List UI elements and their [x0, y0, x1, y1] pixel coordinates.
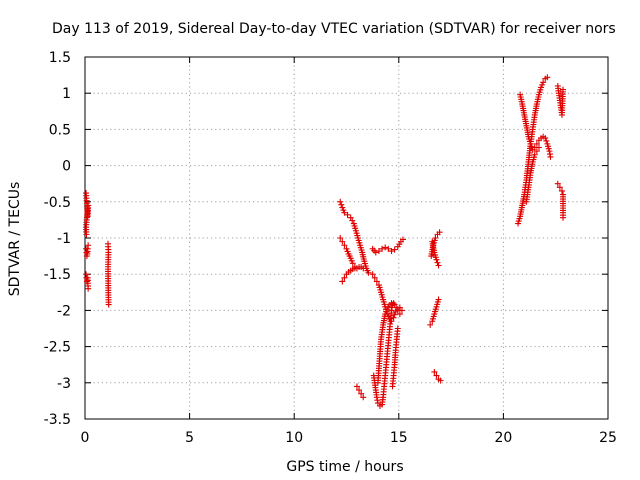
data-point — [427, 321, 434, 328]
data-point — [337, 198, 344, 205]
y-axis-label: SDTVAR / TECUs — [7, 182, 23, 297]
data-point — [560, 86, 567, 93]
x-tick-label: 25 — [599, 430, 617, 446]
data-point — [554, 180, 561, 187]
data-point — [360, 394, 367, 401]
y-tick-label: -3 — [57, 376, 71, 392]
y-tick-label: -3.5 — [44, 412, 71, 428]
x-tick-label: 5 — [185, 430, 194, 446]
x-tick-label: 10 — [285, 430, 303, 446]
y-tick-label: -1 — [57, 231, 71, 247]
data-point — [535, 144, 542, 151]
data-point — [437, 377, 444, 384]
y-tick-label: -0.5 — [44, 195, 71, 211]
data-point — [547, 153, 554, 160]
y-tick-label: -1.5 — [44, 267, 71, 283]
data-point — [375, 248, 382, 255]
data-point — [371, 274, 378, 281]
data-point — [394, 325, 401, 332]
data-point — [436, 229, 443, 236]
data-point — [388, 248, 395, 255]
data-point — [373, 278, 380, 285]
data-point — [83, 231, 90, 238]
data-point — [337, 235, 344, 241]
data-point — [339, 238, 346, 245]
data-point — [433, 256, 440, 263]
data-point — [365, 269, 372, 276]
data-point — [391, 246, 398, 253]
data-point — [533, 148, 540, 155]
x-tick-label: 20 — [494, 430, 512, 446]
data-point — [432, 235, 439, 241]
data-point — [527, 140, 534, 147]
data-point — [341, 242, 348, 249]
data-point — [341, 274, 348, 281]
data-point — [435, 296, 442, 303]
data-point — [434, 259, 441, 266]
data-point — [105, 301, 112, 308]
grid-lines — [85, 57, 608, 419]
data-point — [338, 201, 345, 208]
data-point — [353, 383, 360, 390]
data-point — [356, 387, 363, 394]
data-point — [558, 187, 565, 194]
data-point — [399, 236, 406, 243]
x-tick-label: 0 — [81, 430, 90, 446]
data-point — [360, 265, 367, 272]
data-point — [349, 260, 356, 267]
data-point — [431, 368, 438, 375]
chart-title: Day 113 of 2019, Sidereal Day-to-day VTE… — [52, 21, 616, 37]
data-point — [531, 151, 538, 158]
data-point — [388, 300, 395, 307]
data-point — [544, 74, 551, 81]
data-point — [382, 244, 389, 251]
y-tick-label: 1 — [62, 86, 71, 102]
x-tick-label: 15 — [390, 430, 408, 446]
data-point — [379, 245, 386, 252]
data-point — [433, 372, 440, 379]
y-tick-label: -2.5 — [44, 340, 71, 356]
data-point — [341, 209, 348, 216]
data-point — [542, 135, 549, 142]
data-point — [556, 184, 563, 191]
data-point — [85, 242, 92, 249]
y-tick-label: 0.5 — [49, 122, 71, 138]
data-points — [83, 74, 567, 409]
data-point — [398, 307, 405, 314]
data-point — [385, 245, 392, 252]
axis-ticks: 0 5 10 15 20 25 -3.5 -3 -2.5 -2 -1.5 -1 -0.5 0 0.5 1 1.5 — [44, 50, 617, 446]
y-tick-label: -2 — [57, 303, 71, 319]
y-tick-label: 1.5 — [49, 50, 71, 66]
data-point — [540, 79, 547, 86]
data-point — [533, 140, 540, 147]
data-point — [344, 211, 351, 218]
data-point — [435, 262, 442, 269]
data-point — [528, 143, 535, 150]
data-point — [339, 278, 346, 285]
data-point — [560, 214, 567, 221]
x-axis-label: GPS time / hours — [286, 459, 403, 475]
data-point — [358, 390, 365, 397]
data-point — [85, 285, 92, 292]
data-point — [396, 311, 403, 318]
data-point — [369, 271, 376, 278]
data-point — [372, 249, 379, 256]
data-point — [391, 311, 398, 318]
y-tick-label: 0 — [62, 159, 71, 175]
data-point — [543, 137, 550, 144]
